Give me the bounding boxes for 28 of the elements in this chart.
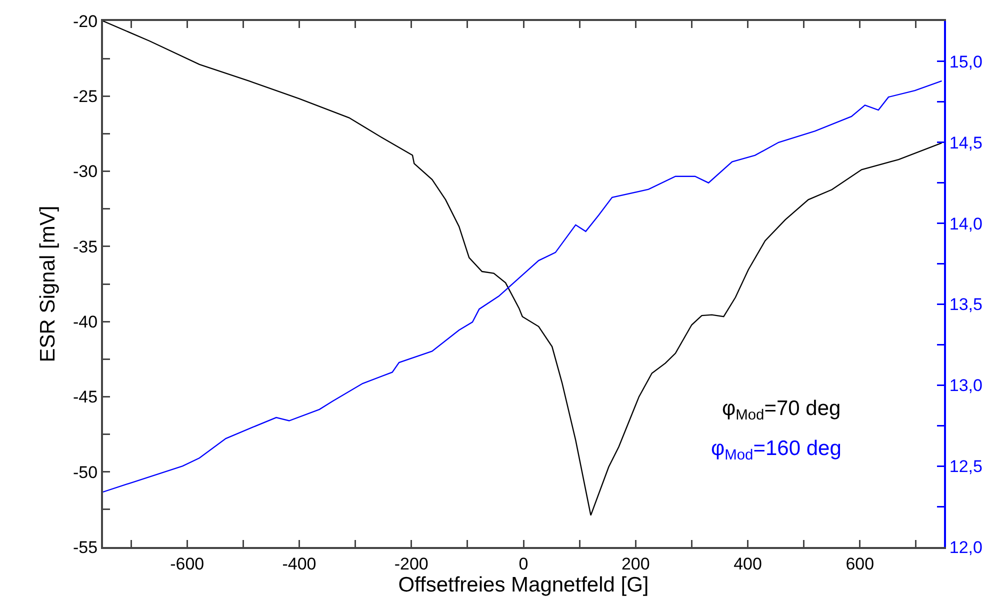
- line-series: [103, 80, 942, 493]
- y-tick-label: -30: [73, 162, 98, 182]
- y2-tick-label: 13,0: [949, 376, 982, 396]
- y2-tick-label: 15,0: [949, 52, 982, 72]
- y-tick-label: -35: [73, 237, 98, 256]
- y-tick-label: -40: [73, 312, 98, 332]
- y-tick-label: -50: [73, 462, 98, 482]
- y2-tick-label: 12,0: [949, 538, 982, 557]
- x-tick-label: 200: [621, 554, 650, 574]
- x-tick-label: -400: [282, 554, 316, 574]
- y-tick-label: -25: [73, 87, 98, 106]
- y2-tick-label: 12,5: [949, 457, 982, 476]
- x-tick-label: -600: [170, 554, 204, 574]
- text: φ$_{Mod}$=160 deg: [711, 437, 842, 464]
- x-tick-label: 600: [846, 554, 874, 574]
- y2-tick-label: 14,5: [949, 133, 982, 152]
- text: φ$_{Mod}$=70 deg: [722, 397, 841, 424]
- y2-tick-label: 13,5: [949, 295, 982, 314]
- x-axis-title: Offsetfreies Magnetfeld [G]: [398, 573, 649, 596]
- line-series: [103, 21, 942, 516]
- x-tick-label: 0: [518, 554, 528, 574]
- x-tick-label: 400: [734, 554, 762, 574]
- y-tick-label: -45: [73, 388, 98, 407]
- y2-tick-label: 14,0: [949, 214, 982, 234]
- y-tick-label: -20: [73, 12, 98, 31]
- x-tick-label: -200: [394, 554, 428, 574]
- y-tick-label: -55: [73, 538, 98, 557]
- y-axis-title: ESR Signal [mV]: [36, 206, 60, 362]
